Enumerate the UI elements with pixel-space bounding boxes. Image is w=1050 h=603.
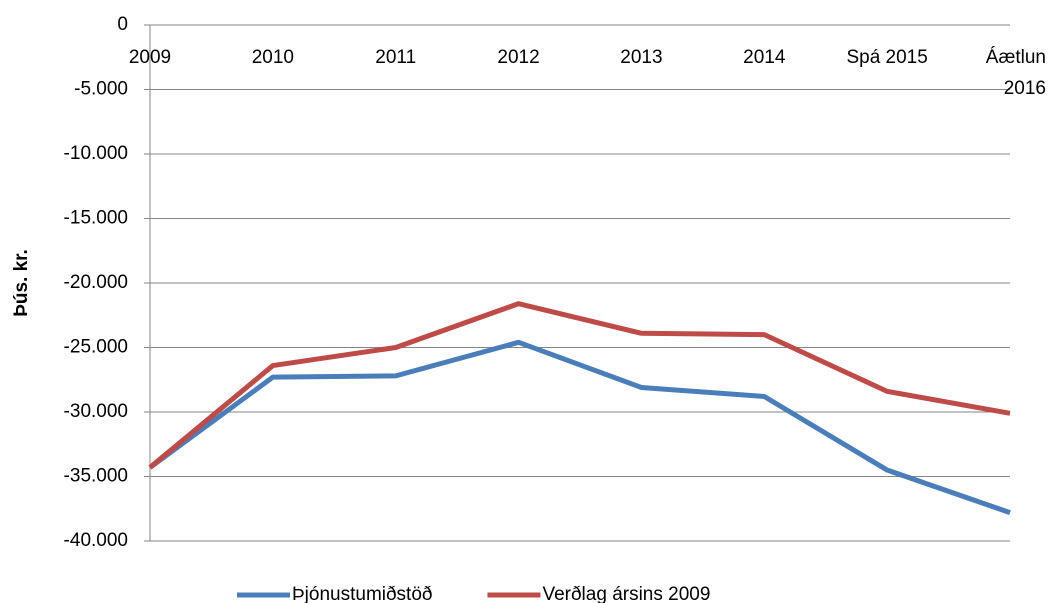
x-tick-label: 2012	[497, 47, 539, 68]
x-tick-label: 2009	[129, 47, 171, 68]
y-tick-label: -40.000	[64, 530, 128, 551]
data-line	[148, 339, 1011, 515]
x-tick-label: 2010	[252, 47, 294, 68]
y-tick-label: -10.000	[64, 143, 128, 164]
x-tick-label: Spá 2015	[846, 47, 927, 68]
y-tick-label: -5.000	[74, 79, 128, 100]
y-tick-label: -15.000	[64, 208, 128, 229]
data-line	[148, 301, 1011, 470]
legend-label: Þjónustumiðstöð	[292, 584, 432, 603]
x-tick-label: Áætlun 2016	[986, 47, 1046, 99]
x-tick-label: 2013	[620, 47, 662, 68]
y-tick-label: -30.000	[64, 401, 128, 422]
x-tick-label: 2011	[375, 47, 416, 68]
y-axis-label: Þús. kr.	[11, 249, 32, 317]
x-tick-label: 2014	[743, 47, 786, 68]
y-tick-label: -35.000	[64, 466, 128, 487]
y-tick-label: -25.000	[64, 337, 128, 358]
y-tick-label: -20.000	[64, 272, 128, 293]
y-tick-label: 0	[117, 14, 128, 35]
legend-label: Verðlag ársins 2009	[542, 584, 710, 603]
